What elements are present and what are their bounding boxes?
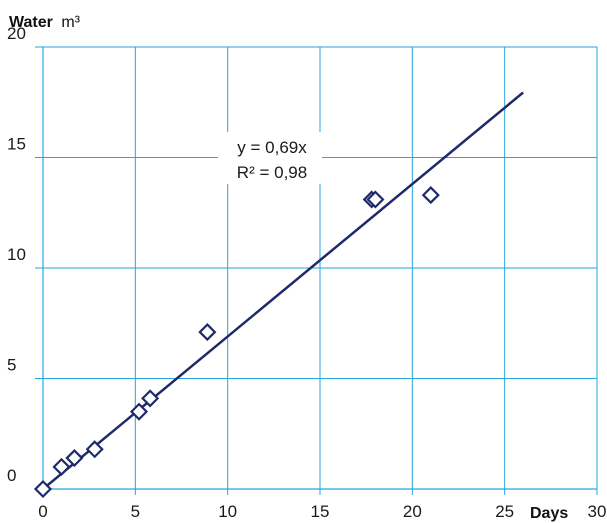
trendline-annotation: y = 0,69x R² = 0,98	[218, 132, 322, 184]
y-axis-title-bold: Water	[9, 14, 53, 31]
trendline-r-squared: R² = 0,98	[237, 163, 307, 182]
data-point-marker	[366, 190, 385, 209]
axis-titles: Water m³ Days	[9, 14, 568, 522]
x-tick-label: 30	[588, 502, 607, 521]
x-tick-label: 5	[131, 502, 140, 521]
x-tick-label: 10	[218, 502, 237, 521]
y-tick-label: 10	[7, 245, 26, 264]
y-tick-label: 20	[7, 24, 26, 43]
annotation-background	[218, 132, 322, 184]
data-point-marker	[141, 389, 160, 408]
data-point-marker	[85, 440, 104, 459]
tick-labels: 0 5 10 15 20 25 30 0 5 10 15 20	[7, 24, 606, 521]
y-axis-title: Water m³	[9, 14, 81, 31]
x-tick-label: 0	[38, 502, 47, 521]
y-tick-label: 15	[7, 135, 26, 154]
y-tick-label: 0	[7, 466, 16, 485]
trendline-equation: y = 0,69x	[237, 138, 307, 157]
data-point-marker	[52, 457, 71, 476]
trendline	[42, 91, 524, 490]
data-point-marker	[198, 323, 217, 342]
data-point-marker	[421, 186, 440, 205]
data-points	[33, 186, 440, 499]
data-point-marker	[33, 479, 53, 499]
trendline-group	[42, 91, 524, 490]
y-axis-title-unit: m³	[61, 14, 80, 31]
grid	[35, 46, 598, 495]
x-tick-label: 25	[495, 502, 514, 521]
x-tick-label: 15	[311, 502, 330, 521]
data-point-marker	[65, 449, 84, 468]
x-axis-title: Days	[530, 505, 568, 522]
data-point-marker	[129, 402, 149, 421]
x-tick-label: 20	[403, 502, 422, 521]
y-tick-label: 5	[7, 356, 16, 375]
